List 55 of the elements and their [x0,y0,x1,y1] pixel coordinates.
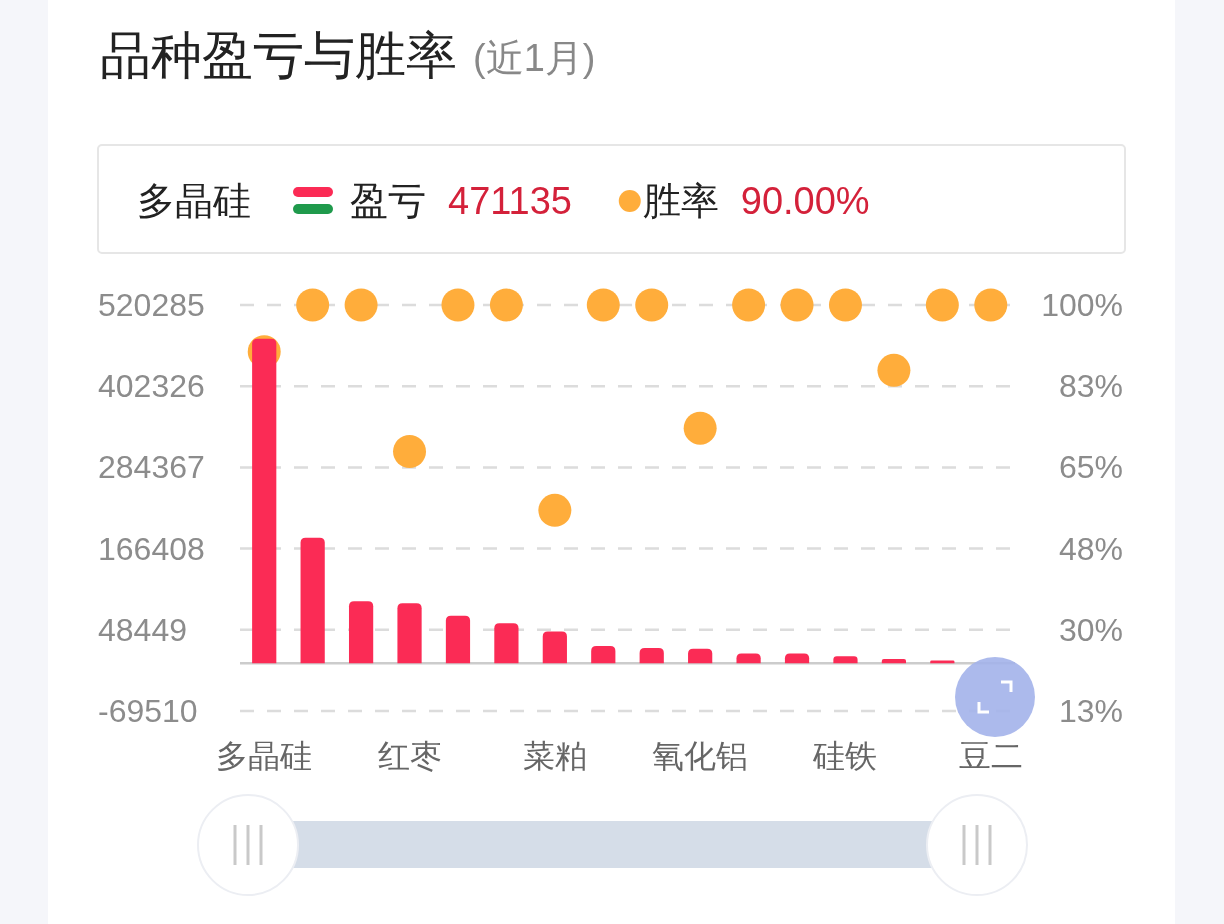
point [344,288,378,322]
point [489,288,523,322]
y2-tick-label: 30% [1058,611,1123,648]
y-tick-label: -69510 [98,693,198,729]
y2-tick-label: 100% [1041,287,1123,323]
bar [833,656,858,664]
point [974,288,1008,322]
y-tick-label: 48449 [98,611,187,648]
x-tick-label: 菜粕 [522,738,587,774]
bar [930,660,955,664]
y2-tick-label: 48% [1058,530,1123,567]
x-tick-label: 红枣 [377,738,442,774]
point [296,288,330,322]
text: 多晶硅 [137,180,251,222]
point [683,411,717,445]
point [393,435,427,469]
point [828,288,862,322]
y2-tick-label: 65% [1058,449,1123,486]
y-tick-label: 402326 [98,368,205,405]
y-tick-label: 166408 [98,530,205,567]
y-tick-label: 520285 [98,287,205,323]
bar [542,631,567,664]
bar [445,615,471,664]
point [635,288,669,322]
x-tick-label: 多晶硅 [216,738,313,774]
x-tick-label: 豆二 [958,738,1023,774]
bar [252,338,277,664]
bar [591,645,616,664]
point [441,288,475,322]
text: 471135 [448,180,572,222]
bar [348,601,374,664]
point [877,353,911,387]
chart-subtitle: (近1月) [473,37,596,79]
bar [784,653,810,664]
bar [736,653,761,664]
bar [881,659,907,664]
bar [494,623,519,664]
point [925,288,959,322]
bar [300,537,325,664]
bar [639,648,664,664]
x-tick-label: 硅铁 [812,738,878,774]
legend-label: 胜率 [642,180,719,222]
y2-tick-label: 83% [1058,368,1123,405]
text: 90.00% [740,180,870,222]
point [780,288,814,322]
chart-title: 品种盈亏与胜率 [100,26,457,84]
point [732,288,766,322]
x-tick-label: 氧化铝 [652,738,749,774]
bar [397,603,422,664]
legend-label: 盈亏 [350,180,426,222]
bar [688,648,713,664]
point [586,288,620,322]
point [538,493,572,527]
y-tick-label: 284367 [98,449,205,486]
y2-tick-label: 13% [1058,693,1123,729]
